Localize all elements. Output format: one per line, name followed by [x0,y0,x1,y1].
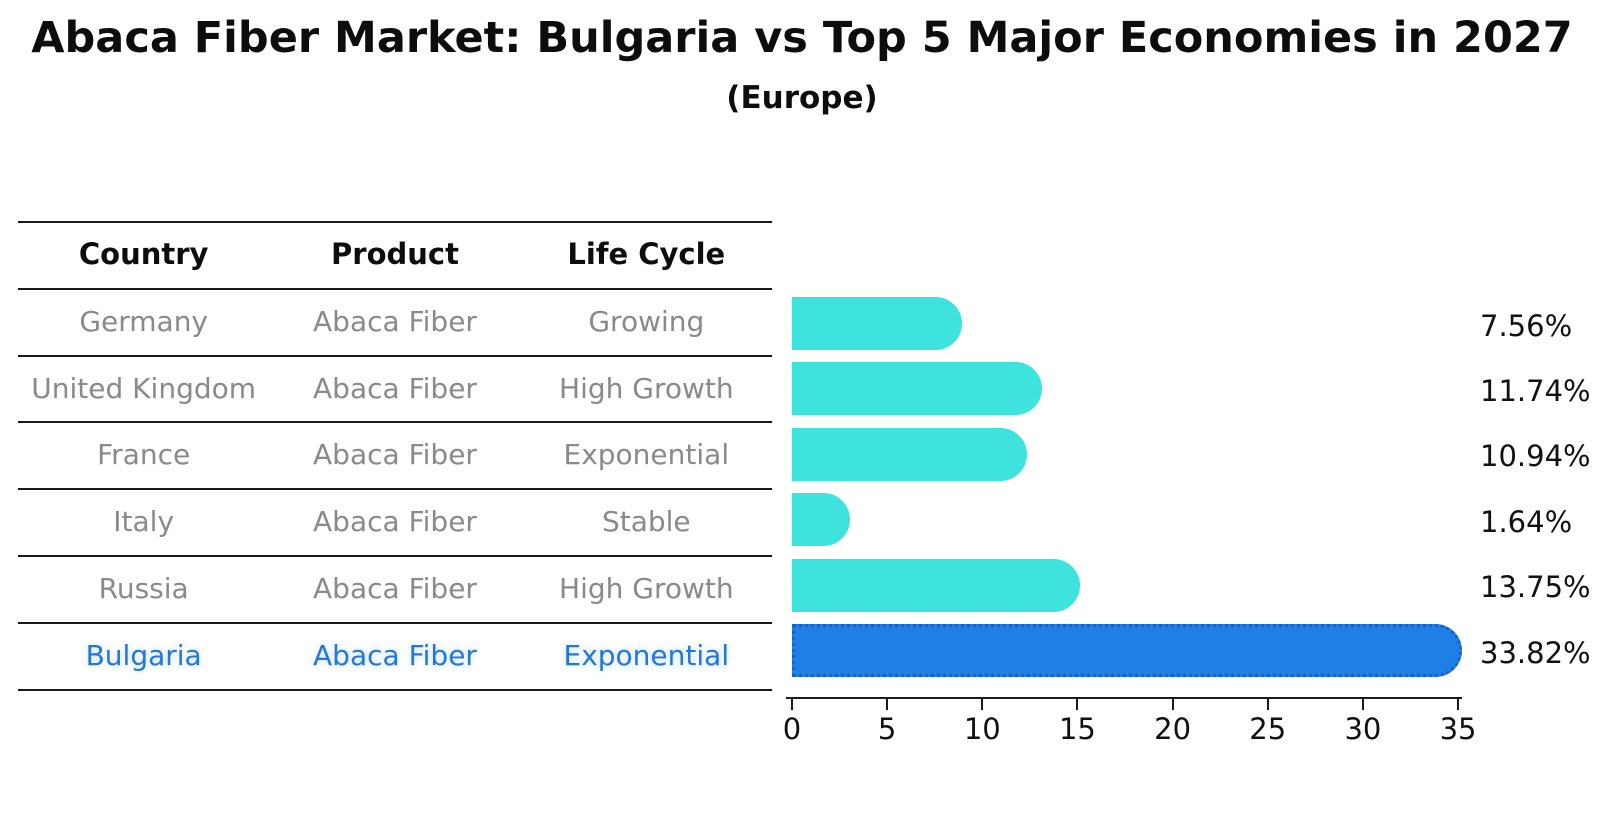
table-cell-product: Abaca Fiber [313,438,477,472]
table-header-country: Country [78,237,209,272]
table-cell-country: Italy [113,505,175,539]
table-cell-country: United Kingdom [31,371,257,405]
x-tick-label: 10 [963,712,1001,746]
table-cell-life-cycle: Growing [588,304,705,338]
x-tick-label: 20 [1154,712,1192,746]
table-header-life-cycle: Life Cycle [567,237,726,272]
table-cell-product: Abaca Fiber [313,304,477,338]
country-table: Country Product Life Cycle Germany Abaca … [18,221,772,691]
x-tick-label: 15 [1058,712,1096,746]
chart-title: Abaca Fiber Market: Bulgaria vs Top 5 Ma… [31,13,1573,63]
table-row-russia: Russia Abaca Fiber High Growth [18,554,772,622]
x-tick [1171,698,1174,710]
bar-value-label-bulgaria: 33.82% [1480,635,1591,670]
bar-value-label-france: 10.94% [1480,439,1591,474]
table-cell-life-cycle: High Growth [559,571,734,605]
x-tick [1266,698,1269,710]
table-row-italy: Italy Abaca Fiber Stable [18,488,772,555]
table-cell-product: Abaca Fiber [313,505,477,539]
bar-united-kingdom [792,362,1042,416]
x-tick-label: 5 [877,712,897,746]
x-tick [1457,698,1460,710]
table-header-row: Country Product Life Cycle [18,221,772,288]
bar-france [792,427,1027,481]
bar-bulgaria [792,624,1463,677]
x-tick [1361,698,1364,710]
bar-value-label-italy: 1.64% [1480,504,1573,539]
table-body: Germany Abaca Fiber Growing United Kingdom A… [18,287,772,689]
x-tick [886,698,889,710]
table-row-united-kingdom: United Kingdom Abaca Fiber High Growth [18,354,772,422]
table-cell-product: Abaca Fiber [313,371,477,405]
table-cell-life-cycle: High Growth [559,371,734,405]
x-tick-label: 30 [1344,712,1382,746]
x-tick [981,698,984,710]
bar-value-label-united-kingdom: 11.74% [1480,373,1591,408]
table-cell-life-cycle: Exponential [563,438,730,472]
table-cell-country: Germany [79,304,209,338]
x-tick [791,698,793,710]
bar-value-label-germany: 7.56% [1480,308,1573,343]
table-cell-country: France [97,438,191,472]
x-tick [1076,698,1079,710]
table-cell-product: Abaca Fiber [313,571,477,605]
chart-subtitle: (Europe) [726,80,878,116]
x-tick-label: 0 [782,712,802,746]
x-tick-label: 35 [1439,712,1477,746]
bar-italy [792,493,850,547]
bar-germany [792,297,963,350]
table-row-france: France Abaca Fiber Exponential [18,421,772,488]
table-row-bulgaria: Bulgaria Abaca Fiber Exponential [18,621,772,689]
table-header-product: Product [331,237,459,272]
table-cell-life-cycle: Exponential [563,638,730,672]
table-cell-country: Russia [98,571,189,605]
bar-russia [792,558,1081,612]
table-cell-country: Bulgaria [85,638,202,672]
x-tick-label: 25 [1249,712,1287,746]
table-cell-product: Abaca Fiber [313,638,477,672]
bar-value-label-russia: 13.75% [1480,570,1591,605]
table-row-germany: Germany Abaca Fiber Growing [18,287,772,355]
table-cell-life-cycle: Stable [601,505,691,539]
x-axis-line [786,697,1462,699]
